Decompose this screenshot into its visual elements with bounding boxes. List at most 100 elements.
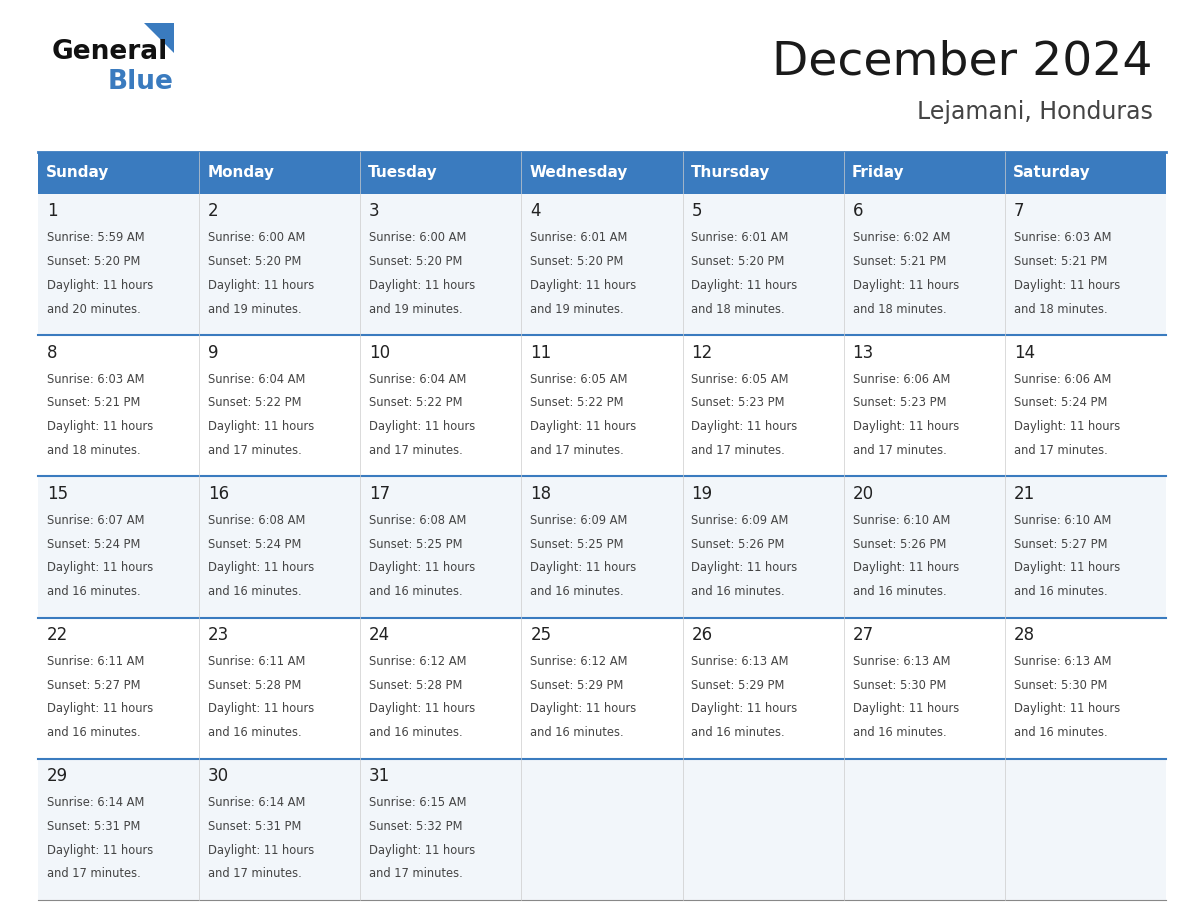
Bar (200, 476, 360, 618)
Text: Sunrise: 6:06 AM: Sunrise: 6:06 AM (1013, 373, 1111, 386)
Text: and 17 minutes.: and 17 minutes. (208, 868, 302, 880)
Text: and 16 minutes.: and 16 minutes. (369, 726, 463, 739)
Text: Daylight: 11 hours: Daylight: 11 hours (208, 561, 315, 575)
Text: 2: 2 (208, 203, 219, 220)
Text: and 16 minutes.: and 16 minutes. (530, 585, 624, 598)
Text: 28: 28 (1013, 626, 1035, 644)
Text: Sunset: 5:30 PM: Sunset: 5:30 PM (853, 678, 946, 692)
Text: Sunrise: 6:10 AM: Sunrise: 6:10 AM (853, 514, 950, 527)
Text: Daylight: 11 hours: Daylight: 11 hours (1013, 420, 1120, 433)
Text: Sunset: 5:20 PM: Sunset: 5:20 PM (46, 255, 140, 268)
Text: Sunrise: 6:09 AM: Sunrise: 6:09 AM (530, 514, 627, 527)
Text: Sunset: 5:20 PM: Sunset: 5:20 PM (208, 255, 302, 268)
Text: 25: 25 (530, 626, 551, 644)
Text: Daylight: 11 hours: Daylight: 11 hours (208, 279, 315, 292)
Bar (200, 152, 360, 194)
Text: 14: 14 (1013, 343, 1035, 362)
Text: Monday: Monday (207, 165, 274, 181)
Text: and 16 minutes.: and 16 minutes. (46, 585, 140, 598)
Text: Sunrise: 6:13 AM: Sunrise: 6:13 AM (853, 655, 950, 668)
Bar (843, 194, 1005, 335)
Text: Sunset: 5:27 PM: Sunset: 5:27 PM (46, 678, 140, 692)
Text: Daylight: 11 hours: Daylight: 11 hours (530, 279, 637, 292)
Text: Daylight: 11 hours: Daylight: 11 hours (853, 561, 959, 575)
Text: Sunset: 5:32 PM: Sunset: 5:32 PM (369, 820, 462, 833)
Text: Sunrise: 6:14 AM: Sunrise: 6:14 AM (46, 796, 144, 810)
Text: Daylight: 11 hours: Daylight: 11 hours (46, 702, 153, 715)
Text: 24: 24 (369, 626, 391, 644)
Bar (200, 335, 360, 476)
Text: Tuesday: Tuesday (368, 165, 438, 181)
Text: and 18 minutes.: and 18 minutes. (46, 443, 140, 457)
Text: Daylight: 11 hours: Daylight: 11 hours (530, 702, 637, 715)
Text: Sunset: 5:24 PM: Sunset: 5:24 PM (208, 538, 302, 551)
Text: 31: 31 (369, 767, 391, 785)
Text: 30: 30 (208, 767, 229, 785)
Bar (360, 759, 522, 900)
Bar (1005, 759, 1165, 900)
Bar (522, 618, 683, 759)
Text: Sunset: 5:21 PM: Sunset: 5:21 PM (1013, 255, 1107, 268)
Bar (683, 618, 843, 759)
Text: Sunset: 5:22 PM: Sunset: 5:22 PM (530, 397, 624, 409)
Text: Sunset: 5:31 PM: Sunset: 5:31 PM (46, 820, 140, 833)
Bar (1005, 152, 1165, 194)
Text: Daylight: 11 hours: Daylight: 11 hours (530, 420, 637, 433)
Text: Sunset: 5:20 PM: Sunset: 5:20 PM (691, 255, 785, 268)
Text: and 17 minutes.: and 17 minutes. (369, 868, 463, 880)
Text: Sunrise: 6:14 AM: Sunrise: 6:14 AM (208, 796, 305, 810)
Text: Daylight: 11 hours: Daylight: 11 hours (369, 702, 475, 715)
Text: Thursday: Thursday (690, 165, 770, 181)
Text: Sunrise: 6:04 AM: Sunrise: 6:04 AM (369, 373, 467, 386)
Text: Sunset: 5:27 PM: Sunset: 5:27 PM (1013, 538, 1107, 551)
Text: Sunset: 5:23 PM: Sunset: 5:23 PM (691, 397, 785, 409)
Text: 26: 26 (691, 626, 713, 644)
Text: Sunrise: 6:11 AM: Sunrise: 6:11 AM (46, 655, 144, 668)
Text: Daylight: 11 hours: Daylight: 11 hours (853, 702, 959, 715)
Text: Sunday: Sunday (46, 165, 109, 181)
Bar (843, 476, 1005, 618)
Text: Daylight: 11 hours: Daylight: 11 hours (1013, 561, 1120, 575)
Text: and 16 minutes.: and 16 minutes. (691, 585, 785, 598)
Text: Sunrise: 6:12 AM: Sunrise: 6:12 AM (530, 655, 627, 668)
Bar (843, 335, 1005, 476)
Text: 20: 20 (853, 485, 873, 503)
Text: 3: 3 (369, 203, 380, 220)
Text: Daylight: 11 hours: Daylight: 11 hours (369, 844, 475, 856)
Bar (683, 335, 843, 476)
Text: Sunset: 5:22 PM: Sunset: 5:22 PM (208, 397, 302, 409)
Text: 4: 4 (530, 203, 541, 220)
Text: Daylight: 11 hours: Daylight: 11 hours (208, 702, 315, 715)
Text: Daylight: 11 hours: Daylight: 11 hours (691, 702, 797, 715)
Text: Sunset: 5:26 PM: Sunset: 5:26 PM (691, 538, 785, 551)
Text: Sunset: 5:22 PM: Sunset: 5:22 PM (369, 397, 462, 409)
Text: Sunrise: 6:01 AM: Sunrise: 6:01 AM (691, 231, 789, 244)
Bar (360, 194, 522, 335)
Text: Sunrise: 6:06 AM: Sunrise: 6:06 AM (853, 373, 950, 386)
Polygon shape (144, 23, 173, 53)
Text: Daylight: 11 hours: Daylight: 11 hours (208, 420, 315, 433)
Bar (38, 194, 200, 335)
Text: Sunrise: 6:01 AM: Sunrise: 6:01 AM (530, 231, 627, 244)
Text: Daylight: 11 hours: Daylight: 11 hours (369, 420, 475, 433)
Text: Sunrise: 6:13 AM: Sunrise: 6:13 AM (691, 655, 789, 668)
Bar (683, 759, 843, 900)
Text: Sunrise: 6:05 AM: Sunrise: 6:05 AM (530, 373, 627, 386)
Text: Sunset: 5:21 PM: Sunset: 5:21 PM (46, 397, 140, 409)
Text: and 19 minutes.: and 19 minutes. (530, 303, 624, 316)
Text: Saturday: Saturday (1013, 165, 1091, 181)
Text: Sunset: 5:25 PM: Sunset: 5:25 PM (530, 538, 624, 551)
Text: 7: 7 (1013, 203, 1024, 220)
Text: and 16 minutes.: and 16 minutes. (853, 585, 946, 598)
Text: and 17 minutes.: and 17 minutes. (46, 868, 140, 880)
Bar (522, 152, 683, 194)
Text: Sunset: 5:26 PM: Sunset: 5:26 PM (853, 538, 946, 551)
Text: Daylight: 11 hours: Daylight: 11 hours (1013, 702, 1120, 715)
Text: Sunset: 5:28 PM: Sunset: 5:28 PM (369, 678, 462, 692)
Text: Sunrise: 6:04 AM: Sunrise: 6:04 AM (208, 373, 305, 386)
Text: Sunrise: 6:13 AM: Sunrise: 6:13 AM (1013, 655, 1111, 668)
Bar (38, 152, 200, 194)
Bar (522, 335, 683, 476)
Text: 22: 22 (46, 626, 68, 644)
Text: Sunset: 5:30 PM: Sunset: 5:30 PM (1013, 678, 1107, 692)
